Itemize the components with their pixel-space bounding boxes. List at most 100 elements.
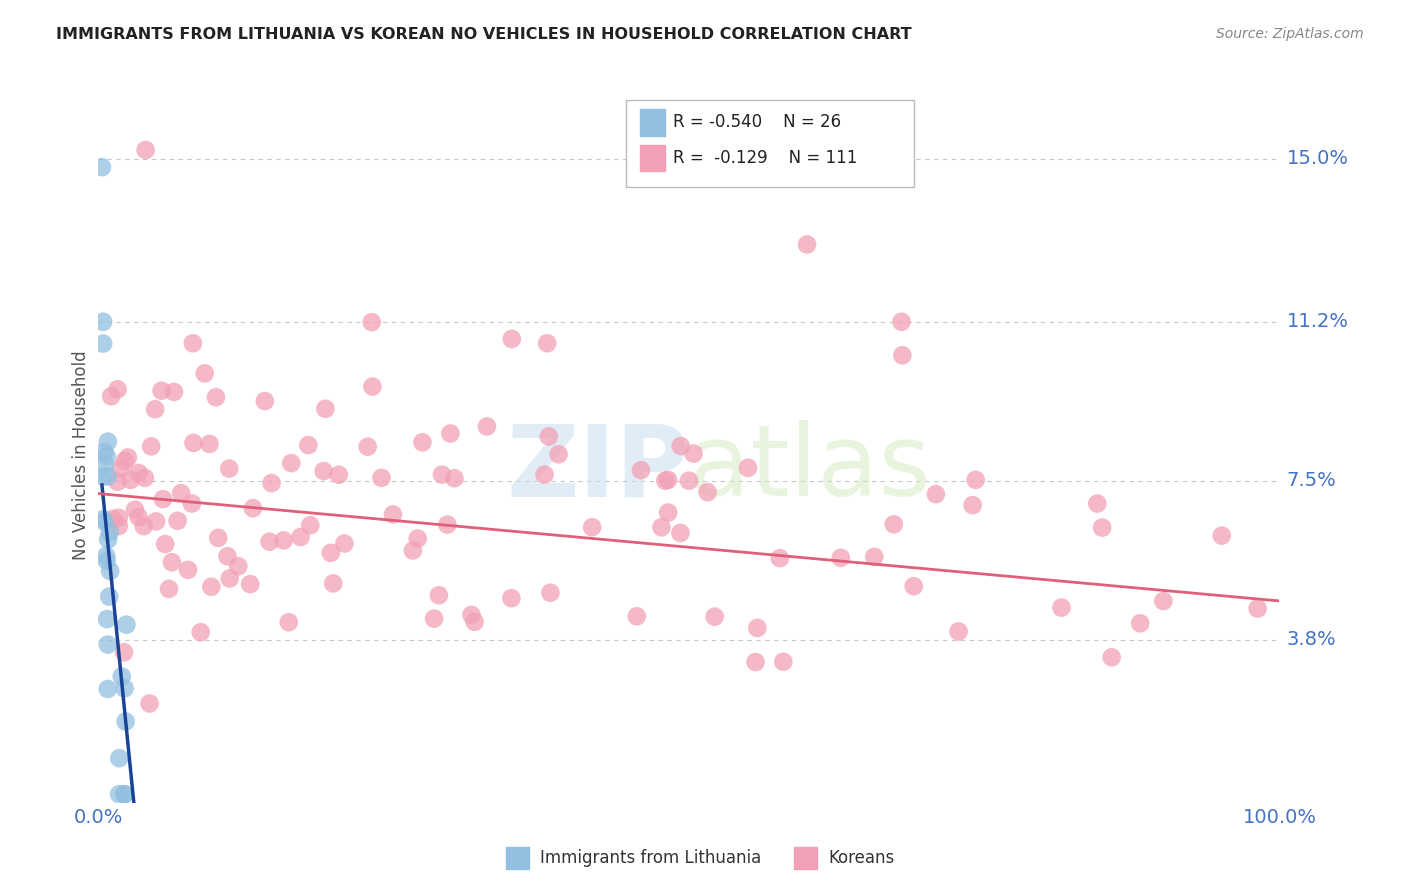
Point [883, 517, 905, 532]
Point [903, 579, 925, 593]
Point [108, 519, 131, 533]
Point [891, 348, 914, 362]
Point [547, 447, 569, 461]
Point [737, 460, 759, 475]
Point [657, 506, 679, 520]
Point [177, 563, 200, 577]
Text: Koreans: Koreans [828, 849, 894, 867]
Text: atlas: atlas [689, 420, 931, 517]
Point [696, 485, 718, 500]
Point [194, 367, 217, 381]
Point [135, 143, 157, 157]
Point [1085, 497, 1108, 511]
Point [965, 473, 987, 487]
Point [501, 591, 523, 606]
Point [101, 512, 124, 526]
Point [181, 496, 204, 510]
Point [747, 621, 769, 635]
Point [143, 402, 166, 417]
Point [772, 655, 794, 669]
Point [501, 332, 523, 346]
Point [280, 456, 302, 470]
Point [97, 469, 120, 483]
Point [273, 533, 295, 548]
Point [460, 607, 482, 622]
Point [312, 464, 335, 478]
Point [423, 612, 446, 626]
Point [239, 577, 262, 591]
Point [299, 518, 322, 533]
Text: 15.0%: 15.0% [1286, 149, 1348, 168]
Point [110, 462, 132, 476]
Point [259, 534, 281, 549]
Point [91, 160, 114, 174]
Point [536, 336, 558, 351]
Point [226, 559, 249, 574]
Point [114, 454, 136, 468]
Point [1091, 520, 1114, 534]
Point [128, 510, 150, 524]
Point [108, 751, 131, 765]
Text: Immigrants from Lithuania: Immigrants from Lithuania [540, 849, 761, 867]
Point [533, 467, 555, 482]
Point [1050, 600, 1073, 615]
Point [1246, 601, 1268, 615]
Point [112, 787, 135, 801]
Point [97, 533, 120, 547]
Point [91, 469, 114, 483]
Point [297, 438, 319, 452]
Point [163, 384, 186, 399]
Point [1211, 528, 1233, 542]
Point [443, 471, 465, 485]
Point [1101, 650, 1123, 665]
Point [98, 525, 121, 540]
Point [108, 510, 131, 524]
Point [98, 564, 121, 578]
Point [128, 466, 150, 480]
Point [157, 582, 180, 596]
Point [217, 549, 239, 564]
Point [537, 429, 560, 443]
Point [93, 515, 115, 529]
Point [183, 436, 205, 450]
Point [198, 437, 221, 451]
Point [439, 426, 461, 441]
Point [205, 390, 228, 404]
Point [97, 681, 120, 696]
Point [427, 588, 450, 602]
Point [402, 543, 425, 558]
Point [769, 551, 792, 566]
Point [260, 476, 283, 491]
Point [657, 473, 679, 487]
Text: R = -0.540    N = 26: R = -0.540 N = 26 [673, 113, 842, 131]
Point [357, 440, 380, 454]
Point [863, 549, 886, 564]
Point [242, 501, 264, 516]
Point [150, 384, 173, 398]
Point [475, 419, 498, 434]
Point [669, 526, 692, 541]
Point [682, 447, 704, 461]
Point [112, 645, 135, 659]
Point [200, 580, 222, 594]
Point [1152, 594, 1174, 608]
Point [96, 449, 118, 463]
Point [581, 520, 603, 534]
Point [96, 554, 118, 568]
Point [430, 467, 453, 482]
Text: 3.8%: 3.8% [1286, 630, 1336, 649]
Point [96, 549, 118, 563]
Point [114, 714, 136, 729]
Point [111, 669, 134, 683]
Text: 7.5%: 7.5% [1286, 471, 1336, 491]
Text: R =  -0.129    N = 111: R = -0.129 N = 111 [673, 149, 858, 167]
Point [96, 612, 118, 626]
Point [91, 315, 114, 329]
Point [190, 625, 212, 640]
Point [138, 697, 160, 711]
Point [744, 655, 766, 669]
Point [181, 336, 204, 351]
Point [218, 571, 240, 585]
Point [322, 576, 344, 591]
Point [207, 531, 229, 545]
